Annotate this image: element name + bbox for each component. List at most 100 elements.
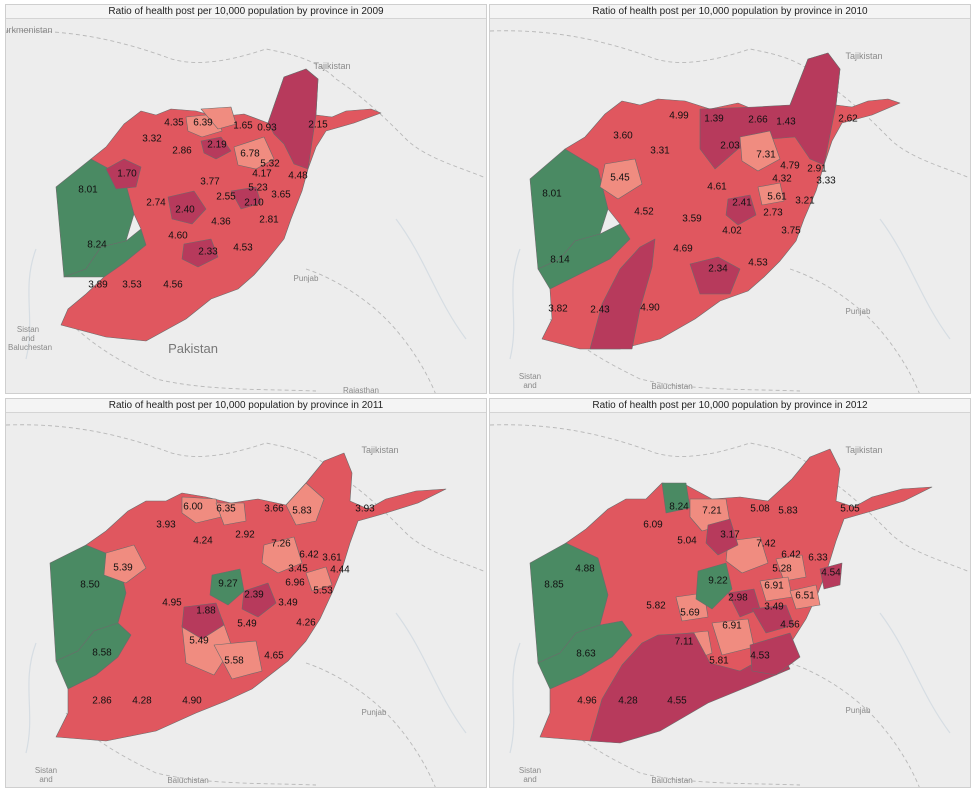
river-line bbox=[509, 218, 951, 360]
province-area[interactable] bbox=[589, 238, 656, 350]
value-label: 7.31 bbox=[756, 150, 776, 161]
value-label: 2.33 bbox=[198, 247, 218, 258]
province-area[interactable] bbox=[181, 496, 222, 524]
map-panel-2010: Ratio of health post per 10,000 populati… bbox=[489, 4, 971, 394]
value-label: 3.33 bbox=[816, 176, 836, 187]
province-area[interactable] bbox=[167, 190, 207, 225]
place-label: Sistan bbox=[519, 766, 541, 775]
value-label: 3.61 bbox=[322, 553, 342, 564]
value-label: 2.43 bbox=[590, 305, 610, 316]
value-label: 5.49 bbox=[189, 636, 209, 647]
value-label: 1.88 bbox=[196, 606, 216, 617]
value-label: 7.21 bbox=[702, 506, 722, 517]
province-area[interactable] bbox=[181, 602, 225, 640]
province-area[interactable] bbox=[725, 194, 757, 226]
value-label: 6.09 bbox=[643, 520, 663, 531]
value-label: 8.24 bbox=[87, 240, 107, 251]
province-area[interactable] bbox=[230, 186, 262, 210]
province-area[interactable] bbox=[215, 502, 247, 526]
value-label: 4.17 bbox=[252, 169, 272, 180]
province-area[interactable] bbox=[789, 584, 821, 610]
value-label: 5.04 bbox=[677, 536, 697, 547]
value-label: 3.93 bbox=[156, 520, 176, 531]
province-area[interactable] bbox=[689, 256, 741, 295]
panel-title-2010: Ratio of health post per 10,000 populati… bbox=[490, 5, 970, 19]
province-area[interactable] bbox=[213, 640, 263, 680]
value-label: 3.66 bbox=[264, 504, 284, 515]
value-label: 9.27 bbox=[218, 579, 238, 590]
value-label: 4.60 bbox=[168, 231, 188, 242]
province-area[interactable] bbox=[705, 518, 739, 556]
province-area[interactable] bbox=[751, 604, 795, 634]
value-label: 3.49 bbox=[764, 602, 784, 613]
value-label: 2.40 bbox=[175, 205, 195, 216]
province-area[interactable] bbox=[695, 562, 733, 610]
choropleth-2010: 4.99 1.39 2.66 1.43 2.62 3.60 2.03 3.31 … bbox=[490, 30, 970, 393]
value-label: 8.63 bbox=[576, 649, 596, 660]
province-area[interactable] bbox=[261, 536, 303, 574]
province-area[interactable] bbox=[599, 158, 643, 200]
map-2010[interactable]: 4.99 1.39 2.66 1.43 2.62 3.60 2.03 3.31 … bbox=[490, 19, 970, 393]
value-label: 3.59 bbox=[682, 214, 702, 225]
map-2009[interactable]: 1.65 0.93 2.15 4.35 6.39 3.32 2.19 6.78 … bbox=[6, 19, 486, 394]
river-line bbox=[25, 612, 467, 754]
province-area[interactable] bbox=[241, 582, 277, 618]
value-label: 4.24 bbox=[193, 536, 213, 547]
value-label: 5.69 bbox=[680, 608, 700, 619]
country-border bbox=[549, 662, 920, 787]
provinces-2011 bbox=[49, 452, 447, 742]
value-label: 6.35 bbox=[216, 504, 236, 515]
value-label: 2.62 bbox=[838, 114, 858, 125]
province-area[interactable] bbox=[209, 568, 245, 606]
panel-title-2012: Ratio of health post per 10,000 populati… bbox=[490, 399, 970, 413]
value-label: 4.95 bbox=[162, 598, 182, 609]
province-area[interactable] bbox=[285, 482, 325, 526]
province-area[interactable] bbox=[749, 632, 801, 676]
value-label: 4.99 bbox=[669, 111, 689, 122]
province-area[interactable] bbox=[739, 130, 781, 172]
river-line bbox=[509, 612, 951, 754]
value-label: 4.79 bbox=[780, 161, 800, 172]
province-area[interactable] bbox=[200, 106, 237, 130]
value-label: 5.05 bbox=[840, 504, 860, 515]
province-area[interactable] bbox=[699, 52, 841, 170]
value-label: 4.36 bbox=[211, 217, 231, 228]
value-label: 4.56 bbox=[163, 280, 183, 291]
value-label: 4.32 bbox=[772, 174, 792, 185]
value-label: 4.69 bbox=[673, 244, 693, 255]
value-label: 2.91 bbox=[807, 164, 827, 175]
value-label: 6.78 bbox=[240, 149, 260, 160]
province-area[interactable] bbox=[233, 136, 275, 170]
province-area[interactable] bbox=[105, 158, 142, 190]
value-label: 9.22 bbox=[708, 576, 728, 587]
value-label: 7.26 bbox=[271, 539, 291, 550]
province-area[interactable] bbox=[103, 544, 147, 584]
value-label: 6.33 bbox=[808, 553, 828, 564]
province-labels-2010: 4.99 1.39 2.66 1.43 2.62 3.60 2.03 3.31 … bbox=[542, 111, 858, 316]
country-border bbox=[490, 30, 970, 179]
value-label: 3.93 bbox=[355, 504, 375, 515]
province-area[interactable] bbox=[181, 238, 219, 268]
province-area[interactable] bbox=[267, 68, 319, 170]
map-2012[interactable]: 8.24 7.21 5.08 5.83 5.05 6.09 3.17 5.04 … bbox=[490, 413, 970, 787]
province-area[interactable] bbox=[757, 182, 785, 206]
province-area[interactable] bbox=[775, 554, 807, 582]
value-label: 3.75 bbox=[781, 226, 801, 237]
value-label: 2.34 bbox=[708, 264, 728, 275]
value-label: 2.81 bbox=[259, 215, 279, 226]
place-label: Rajasthan bbox=[343, 386, 379, 394]
value-label: 2.86 bbox=[92, 696, 112, 707]
province-area[interactable] bbox=[200, 136, 232, 160]
place-label: Baluchistan bbox=[651, 776, 692, 785]
country-border bbox=[65, 268, 436, 393]
value-label: 1.65 bbox=[233, 121, 253, 132]
place-label: Baluchistan bbox=[651, 382, 692, 391]
province-area[interactable] bbox=[589, 632, 791, 744]
province-area[interactable] bbox=[305, 566, 333, 592]
value-label: 5.08 bbox=[750, 504, 770, 515]
value-label: 8.14 bbox=[550, 255, 570, 266]
provinces-2009 bbox=[55, 68, 382, 342]
map-2011[interactable]: 6.00 6.35 3.66 5.83 3.93 3.93 4.24 2.92 … bbox=[6, 413, 486, 787]
value-label: 2.92 bbox=[235, 530, 255, 541]
province-area[interactable] bbox=[819, 562, 843, 590]
